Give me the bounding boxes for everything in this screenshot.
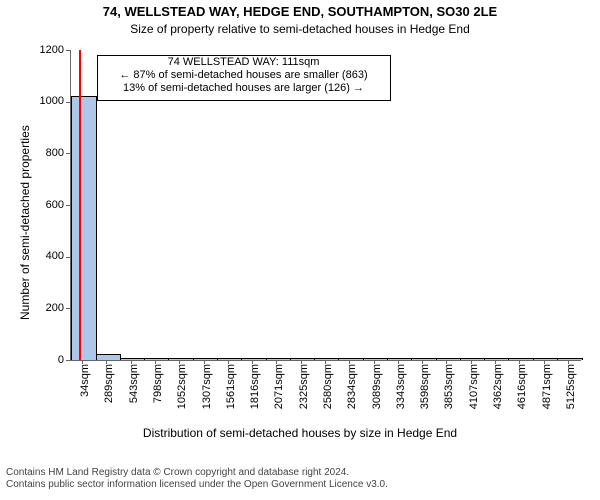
y-tick-mark (66, 308, 70, 309)
y-tick-mark (66, 257, 70, 258)
x-tick-label: 5125sqm (565, 364, 577, 418)
y-tick-mark (66, 102, 70, 103)
bar (71, 96, 97, 361)
x-tick-label: 2325sqm (298, 364, 310, 418)
annotation-line: 13% of semi-detached houses are larger (… (98, 82, 390, 95)
annotation-line: ← 87% of semi-detached houses are smalle… (98, 69, 390, 82)
bar (193, 358, 219, 360)
x-tick-label: 2834sqm (346, 364, 358, 418)
bar (363, 358, 389, 360)
bar (460, 358, 486, 360)
x-tick-label: 798sqm (152, 364, 164, 418)
x-tick-label: 4107sqm (468, 364, 480, 418)
y-tick-label: 400 (30, 250, 64, 262)
x-tick-label: 3089sqm (371, 364, 383, 418)
bar (290, 358, 316, 360)
y-tick-label: 600 (30, 199, 64, 211)
x-tick-mark (106, 360, 107, 364)
bar (266, 358, 292, 360)
annotation-line: 74 WELLSTEAD WAY: 111sqm (98, 56, 390, 69)
footer-line: Contains HM Land Registry data © Crown c… (0, 467, 600, 479)
y-tick-label: 0 (30, 354, 64, 366)
x-tick-label: 1307sqm (201, 364, 213, 418)
bar (168, 358, 194, 360)
x-tick-label: 543sqm (128, 364, 140, 418)
x-tick-label: 1561sqm (225, 364, 237, 418)
x-tick-mark (204, 360, 205, 364)
x-tick-mark (155, 360, 156, 364)
footer-line: Contains public sector information licen… (0, 479, 600, 491)
bar (144, 358, 170, 360)
plot-area: 74 WELLSTEAD WAY: 111sqm← 87% of semi-de… (70, 50, 581, 361)
x-tick-mark (276, 360, 277, 364)
bar (217, 358, 243, 360)
bar (436, 358, 462, 360)
x-tick-label: 3598sqm (419, 364, 431, 418)
x-tick-label: 34sqm (79, 364, 91, 418)
x-tick-mark (495, 360, 496, 364)
x-tick-label: 3853sqm (443, 364, 455, 418)
bar (120, 358, 146, 360)
x-tick-mark (301, 360, 302, 364)
y-tick-mark (66, 360, 70, 361)
x-tick-mark (446, 360, 447, 364)
x-tick-mark (374, 360, 375, 364)
x-tick-label: 3343sqm (395, 364, 407, 418)
x-axis-label: Distribution of semi-detached houses by … (0, 426, 600, 440)
x-tick-mark (349, 360, 350, 364)
bar (338, 358, 364, 360)
x-tick-mark (544, 360, 545, 364)
bar (533, 358, 559, 360)
x-tick-mark (82, 360, 83, 364)
x-tick-mark (519, 360, 520, 364)
x-tick-mark (179, 360, 180, 364)
bar (484, 358, 510, 360)
y-tick-label: 1000 (30, 95, 64, 107)
x-tick-label: 4616sqm (516, 364, 528, 418)
x-tick-label: 2071sqm (273, 364, 285, 418)
y-tick-label: 200 (30, 302, 64, 314)
x-tick-label: 4362sqm (492, 364, 504, 418)
page-title: 74, WELLSTEAD WAY, HEDGE END, SOUTHAMPTO… (0, 4, 600, 19)
y-tick-label: 800 (30, 147, 64, 159)
page-subtitle: Size of property relative to semi-detach… (0, 22, 600, 36)
x-tick-label: 4871sqm (541, 364, 553, 418)
y-tick-mark (66, 153, 70, 154)
x-tick-mark (471, 360, 472, 364)
y-tick-label: 1200 (30, 44, 64, 56)
bar (411, 358, 437, 360)
x-tick-mark (568, 360, 569, 364)
bar (508, 358, 534, 360)
x-tick-label: 289sqm (103, 364, 115, 418)
y-tick-mark (66, 205, 70, 206)
bar (314, 358, 340, 360)
bar (96, 354, 122, 360)
x-tick-mark (228, 360, 229, 364)
x-tick-label: 1052sqm (176, 364, 188, 418)
chart-container: 74, WELLSTEAD WAY, HEDGE END, SOUTHAMPTO… (0, 0, 600, 500)
x-tick-label: 1816sqm (249, 364, 261, 418)
x-tick-mark (252, 360, 253, 364)
bar (241, 358, 267, 360)
annotation-box: 74 WELLSTEAD WAY: 111sqm← 87% of semi-de… (97, 55, 391, 101)
bar (387, 358, 413, 360)
y-tick-mark (66, 50, 70, 51)
footer: Contains HM Land Registry data © Crown c… (0, 467, 600, 491)
x-tick-mark (422, 360, 423, 364)
property-marker-line (79, 50, 81, 360)
x-tick-mark (398, 360, 399, 364)
x-tick-mark (325, 360, 326, 364)
bar (557, 358, 583, 360)
x-tick-mark (131, 360, 132, 364)
x-tick-label: 2580sqm (322, 364, 334, 418)
